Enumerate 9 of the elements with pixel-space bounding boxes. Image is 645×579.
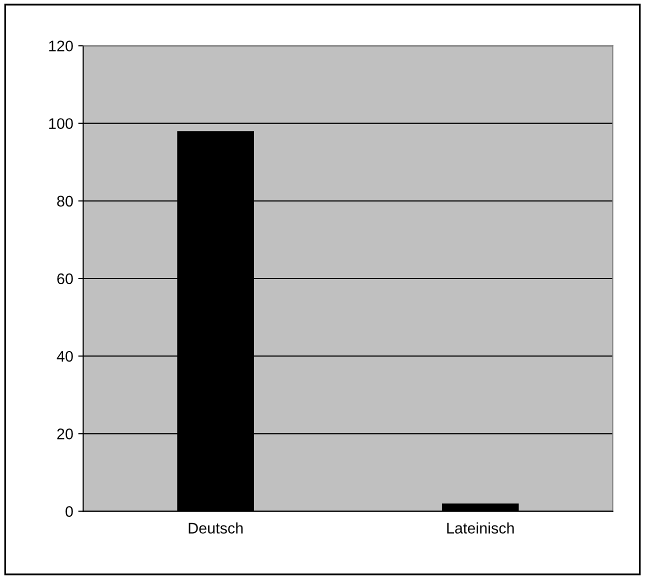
x-tick-label: Deutsch: [188, 522, 243, 534]
x-tick-label: Lateinisch: [447, 522, 514, 534]
y-tick-label: 100: [49, 118, 73, 130]
y-tick-label: 40: [56, 350, 73, 362]
y-tick-label: 60: [57, 273, 73, 284]
y-tick-label: 80: [57, 196, 73, 207]
y-tick-label: 20: [57, 428, 73, 440]
y-tick-label: 120: [49, 40, 73, 52]
y-tick-label: 0: [66, 506, 73, 517]
